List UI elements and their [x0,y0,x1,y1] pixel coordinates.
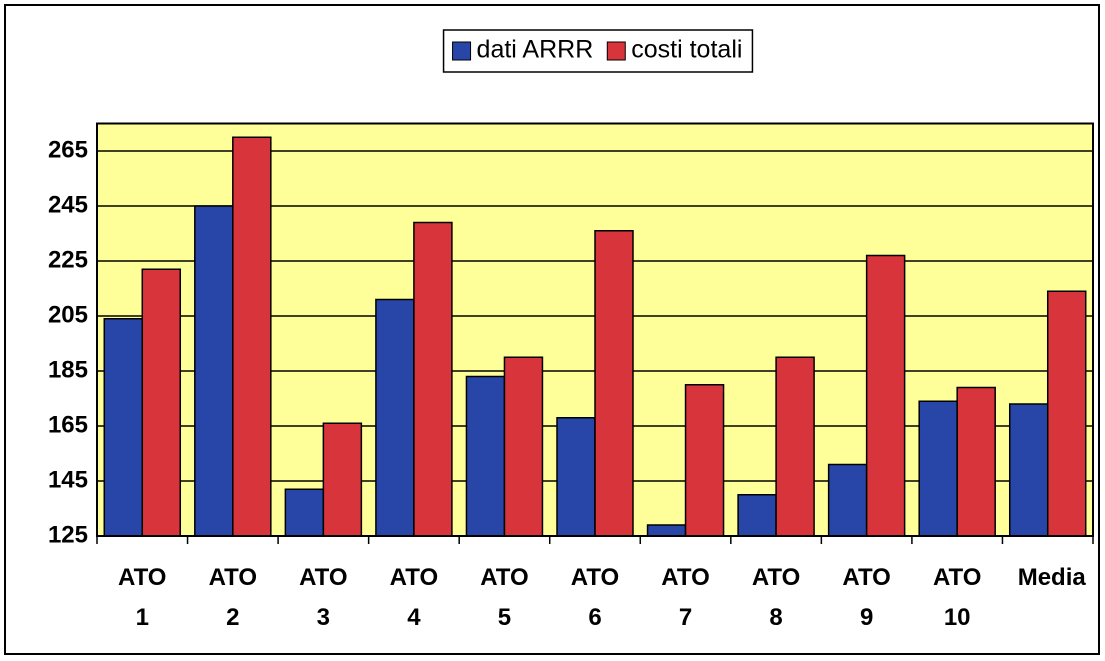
bar [103,318,144,537]
bar [375,298,415,537]
legend-label: costi totali [631,36,742,64]
bar [775,356,815,537]
x-tick-label: ATO 7 [661,564,710,631]
bar [737,494,777,537]
bar [865,254,906,537]
y-tick-label: 125 [48,521,88,548]
x-tick-label: ATO 8 [751,564,801,631]
legend-swatch [452,41,472,61]
y-tick-label: 265 [48,136,88,163]
plot-border [96,122,1094,537]
bar [556,417,596,537]
x-tick-label: ATO 10 [932,564,982,631]
y-tick-label: 225 [48,246,88,273]
y-tick-label: 165 [48,411,88,438]
x-tick-label: ATO 1 [118,564,167,631]
bar [827,463,868,537]
bar [284,488,325,537]
y-tick-label: 185 [48,356,88,383]
bar [194,205,234,537]
bar [322,422,363,537]
bar [232,136,272,537]
legend-box [442,29,754,73]
bar [1046,290,1087,537]
x-tick-label: ATO 3 [299,564,348,631]
y-tick-label: 145 [48,466,88,493]
bar [594,230,634,537]
x-tick-label: ATO 9 [842,564,891,631]
legend-swatch [606,41,626,61]
y-tick-label: 245 [48,191,88,218]
y-tick-label: 205 [48,301,88,328]
x-tick-label: ATO 5 [480,564,529,631]
x-tick-label: ATO 4 [389,564,439,631]
bar [918,400,958,537]
bar [646,524,687,537]
bar [956,386,996,537]
bar [465,375,506,537]
x-tick-label: ATO 6 [570,564,620,631]
legend-label: dati ARRR [477,36,594,64]
x-tick-label: Media [1017,564,1086,591]
bar [141,268,182,537]
bar [1008,403,1049,537]
x-tick-label: ATO 2 [208,564,258,631]
bar [684,384,725,537]
bar [503,356,544,537]
bar [413,221,453,537]
